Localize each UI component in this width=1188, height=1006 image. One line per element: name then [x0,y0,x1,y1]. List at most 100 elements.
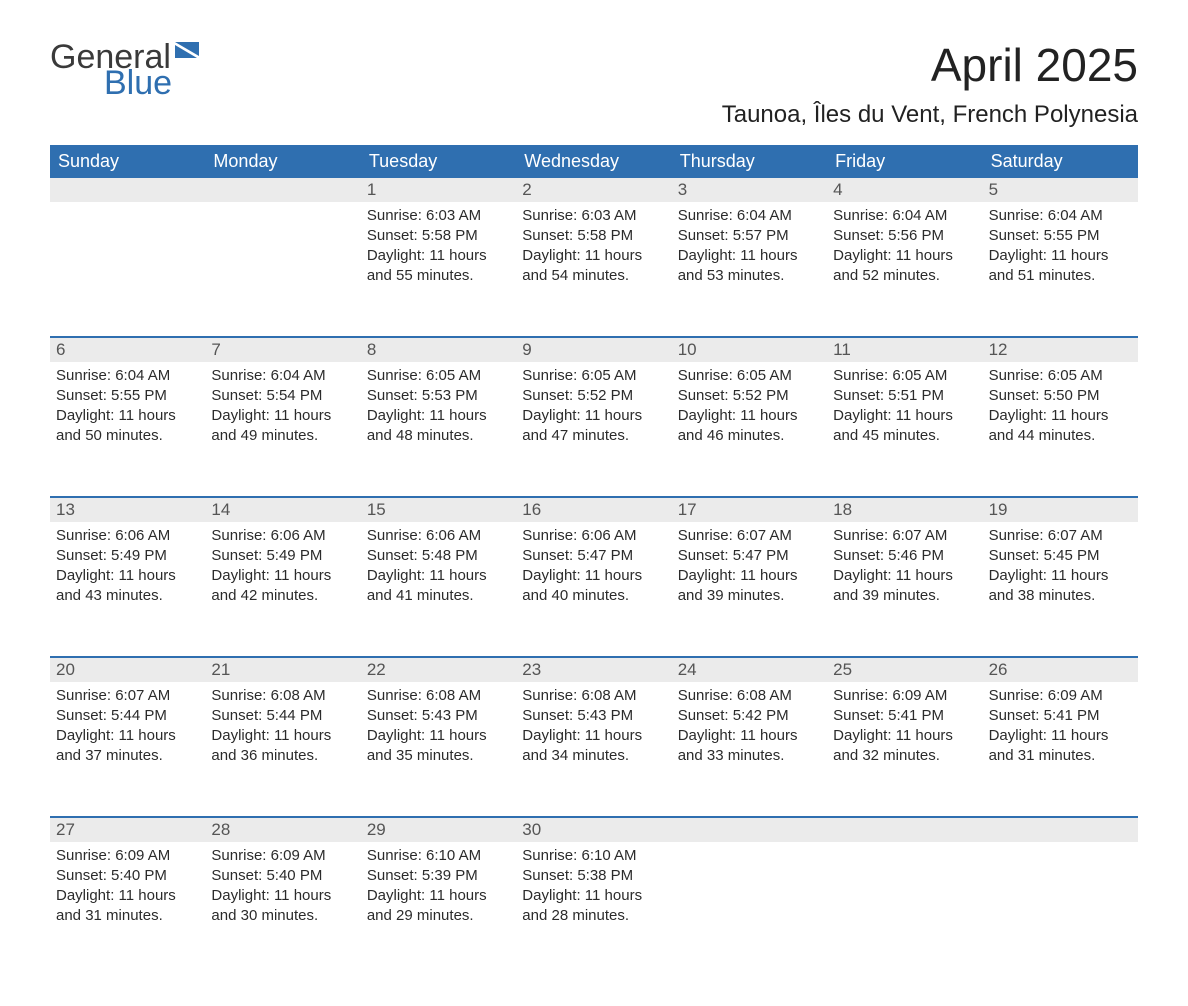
day-dl1: Daylight: 11 hours [56,726,199,746]
day-number: 21 [205,658,360,682]
day-sunset: Sunset: 5:41 PM [833,706,976,726]
day-number [205,178,360,202]
day-cell: Sunrise: 6:08 AMSunset: 5:43 PMDaylight:… [516,682,671,800]
day-sunset: Sunset: 5:53 PM [367,386,510,406]
day-dl1: Daylight: 11 hours [989,726,1132,746]
day-sunrise: Sunrise: 6:06 AM [367,526,510,546]
day-sunrise: Sunrise: 6:07 AM [56,686,199,706]
day-dl1: Daylight: 11 hours [678,406,821,426]
week-content-row: Sunrise: 6:06 AMSunset: 5:49 PMDaylight:… [50,522,1138,656]
day-dl1: Daylight: 11 hours [56,406,199,426]
day-number: 25 [827,658,982,682]
day-cell [827,842,982,960]
day-dl2: and 30 minutes. [211,906,354,926]
week-content-row: Sunrise: 6:09 AMSunset: 5:40 PMDaylight:… [50,842,1138,976]
day-dl2: and 54 minutes. [522,266,665,286]
day-dl2: and 42 minutes. [211,586,354,606]
day-sunset: Sunset: 5:49 PM [56,546,199,566]
day-dl2: and 28 minutes. [522,906,665,926]
day-header-saturday: Saturday [983,145,1138,178]
week-content-row: Sunrise: 6:04 AMSunset: 5:55 PMDaylight:… [50,362,1138,496]
day-sunset: Sunset: 5:52 PM [522,386,665,406]
day-sunset: Sunset: 5:38 PM [522,866,665,886]
day-dl1: Daylight: 11 hours [522,406,665,426]
day-number: 7 [205,338,360,362]
day-number: 1 [361,178,516,202]
day-dl1: Daylight: 11 hours [678,246,821,266]
day-number: 12 [983,338,1138,362]
day-cell: Sunrise: 6:08 AMSunset: 5:44 PMDaylight:… [205,682,360,800]
day-dl2: and 52 minutes. [833,266,976,286]
daynum-row: 27282930 [50,816,1138,842]
day-dl1: Daylight: 11 hours [522,886,665,906]
day-sunset: Sunset: 5:40 PM [211,866,354,886]
day-cell: Sunrise: 6:10 AMSunset: 5:38 PMDaylight:… [516,842,671,960]
day-header-wednesday: Wednesday [516,145,671,178]
day-dl2: and 48 minutes. [367,426,510,446]
day-number: 2 [516,178,671,202]
day-sunrise: Sunrise: 6:08 AM [522,686,665,706]
day-dl2: and 29 minutes. [367,906,510,926]
day-number: 10 [672,338,827,362]
day-cell: Sunrise: 6:04 AMSunset: 5:57 PMDaylight:… [672,202,827,320]
daynum-row: 20212223242526 [50,656,1138,682]
day-dl2: and 39 minutes. [678,586,821,606]
day-cell: Sunrise: 6:03 AMSunset: 5:58 PMDaylight:… [361,202,516,320]
day-number: 18 [827,498,982,522]
day-sunrise: Sunrise: 6:07 AM [678,526,821,546]
day-dl2: and 51 minutes. [989,266,1132,286]
day-sunrise: Sunrise: 6:05 AM [522,366,665,386]
day-cell: Sunrise: 6:07 AMSunset: 5:47 PMDaylight:… [672,522,827,640]
day-sunrise: Sunrise: 6:08 AM [678,686,821,706]
day-dl2: and 31 minutes. [989,746,1132,766]
day-dl2: and 41 minutes. [367,586,510,606]
day-sunrise: Sunrise: 6:04 AM [56,366,199,386]
day-dl1: Daylight: 11 hours [367,726,510,746]
daynum-row: 13141516171819 [50,496,1138,522]
day-cell [983,842,1138,960]
day-cell: Sunrise: 6:09 AMSunset: 5:40 PMDaylight:… [205,842,360,960]
day-sunrise: Sunrise: 6:06 AM [211,526,354,546]
day-number: 14 [205,498,360,522]
day-dl2: and 32 minutes. [833,746,976,766]
header-row: General Blue April 2025 Taunoa, Îles du … [50,40,1138,129]
day-dl2: and 34 minutes. [522,746,665,766]
day-dl1: Daylight: 11 hours [367,406,510,426]
day-sunset: Sunset: 5:54 PM [211,386,354,406]
day-cell: Sunrise: 6:09 AMSunset: 5:40 PMDaylight:… [50,842,205,960]
day-sunrise: Sunrise: 6:08 AM [211,686,354,706]
day-number: 6 [50,338,205,362]
day-dl2: and 46 minutes. [678,426,821,446]
day-sunset: Sunset: 5:52 PM [678,386,821,406]
day-dl2: and 43 minutes. [56,586,199,606]
day-cell: Sunrise: 6:03 AMSunset: 5:58 PMDaylight:… [516,202,671,320]
day-sunrise: Sunrise: 6:09 AM [833,686,976,706]
day-number: 23 [516,658,671,682]
day-cell: Sunrise: 6:05 AMSunset: 5:50 PMDaylight:… [983,362,1138,480]
day-sunset: Sunset: 5:39 PM [367,866,510,886]
day-sunrise: Sunrise: 6:05 AM [989,366,1132,386]
day-number: 15 [361,498,516,522]
day-dl1: Daylight: 11 hours [678,566,821,586]
day-sunrise: Sunrise: 6:04 AM [989,206,1132,226]
day-cell: Sunrise: 6:07 AMSunset: 5:45 PMDaylight:… [983,522,1138,640]
day-sunrise: Sunrise: 6:04 AM [678,206,821,226]
day-number [50,178,205,202]
weeks-container: 12345Sunrise: 6:03 AMSunset: 5:58 PMDayl… [50,178,1138,976]
day-sunset: Sunset: 5:40 PM [56,866,199,886]
day-number: 26 [983,658,1138,682]
day-number: 20 [50,658,205,682]
day-cell: Sunrise: 6:07 AMSunset: 5:46 PMDaylight:… [827,522,982,640]
day-number: 27 [50,818,205,842]
day-sunset: Sunset: 5:45 PM [989,546,1132,566]
day-header-sunday: Sunday [50,145,205,178]
day-sunset: Sunset: 5:47 PM [522,546,665,566]
daynum-row: 6789101112 [50,336,1138,362]
day-sunset: Sunset: 5:49 PM [211,546,354,566]
day-dl1: Daylight: 11 hours [522,246,665,266]
month-title: April 2025 [722,40,1138,91]
day-number: 22 [361,658,516,682]
day-dl1: Daylight: 11 hours [833,726,976,746]
day-dl1: Daylight: 11 hours [211,886,354,906]
day-sunset: Sunset: 5:56 PM [833,226,976,246]
